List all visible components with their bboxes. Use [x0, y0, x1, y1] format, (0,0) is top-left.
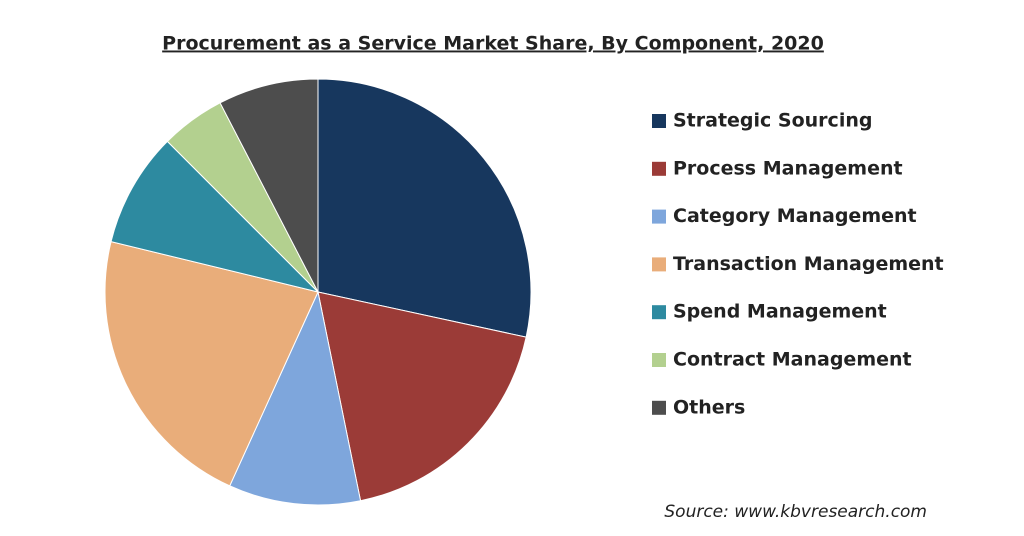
legend-label: Category Management [673, 205, 917, 227]
pie-slice [219, 78, 319, 293]
legend-label: Spend Management [673, 301, 887, 323]
legend-swatch [652, 400, 666, 415]
legend-label: Strategic Sourcing [673, 110, 872, 132]
legend-label: Contract Management [673, 349, 912, 371]
legend-label: Transaction Management [673, 253, 944, 275]
chart-title: Procurement as a Service Market Share, B… [162, 33, 824, 55]
pie-slice [317, 291, 527, 502]
legend-swatch [652, 209, 666, 224]
legend-label: Process Management [673, 157, 903, 179]
legend-swatch [652, 305, 666, 320]
legend-swatch [652, 161, 666, 176]
pie-slice [317, 78, 532, 338]
pie-slice [104, 241, 319, 487]
legend-swatch [652, 257, 666, 272]
pie-slice [229, 290, 362, 506]
legend-label: Others [673, 396, 745, 418]
source: Source: www.kbvresearch.com [664, 502, 927, 522]
legend-swatch [652, 114, 666, 128]
pie-slice [110, 140, 320, 293]
legend-swatch [652, 353, 666, 367]
